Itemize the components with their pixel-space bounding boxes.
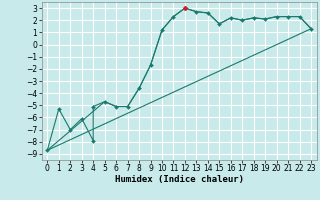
X-axis label: Humidex (Indice chaleur): Humidex (Indice chaleur) [115, 175, 244, 184]
